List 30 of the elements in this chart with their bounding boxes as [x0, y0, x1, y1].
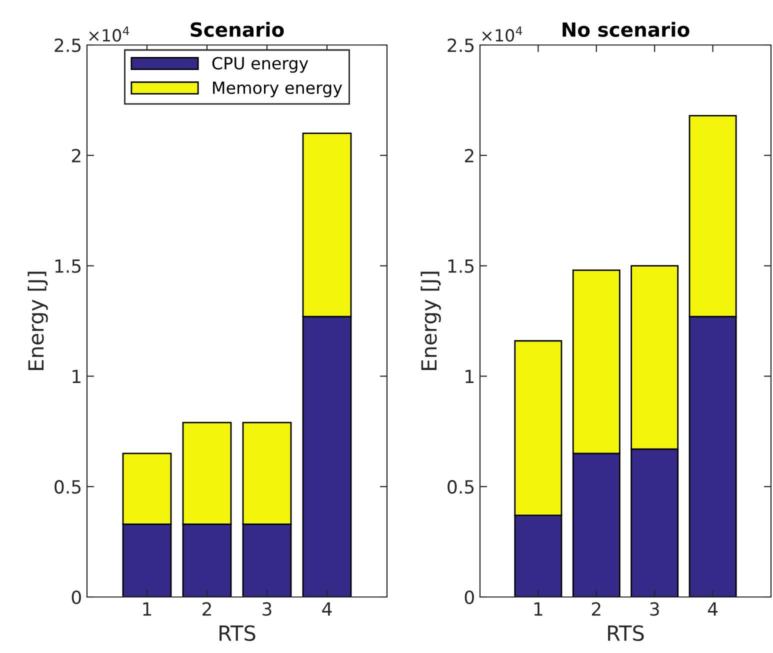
y-tick-label: 1	[72, 370, 80, 384]
x-axis-title: RTS	[220, 625, 256, 642]
x-tick-label: 1	[534, 602, 542, 616]
x-tick-label: 1	[143, 602, 152, 616]
y-tick-label: 1.5	[55, 259, 81, 273]
y-tick-label: 0.5	[54, 480, 81, 494]
y-tick-label: 2	[464, 148, 474, 162]
y-tick-label: 1	[466, 370, 474, 384]
x-tick-label: 3	[650, 602, 659, 616]
y-axis-title: Energy [J]	[420, 272, 441, 370]
chart-title: Scenario	[190, 22, 284, 37]
text: ×10$^{4}$	[89, 26, 130, 42]
x-axis-title: RTS	[608, 625, 644, 642]
text: ×10$^{4}$	[482, 26, 522, 42]
chart-title: No scenario	[562, 22, 690, 37]
y-tick-label: 2	[72, 148, 80, 162]
y-tick-label: 2.5	[54, 38, 81, 52]
y-tick-label: 0	[464, 590, 474, 604]
x-tick-label: 4	[708, 602, 718, 616]
y-tick-label: 2.5	[448, 38, 474, 52]
legend-label: CPU energy	[212, 56, 308, 73]
x-tick-label: 4	[322, 602, 332, 616]
legend-label: Memory energy	[213, 82, 342, 98]
y-tick-label: 1.5	[448, 259, 474, 273]
y-tick-label: 0	[72, 590, 81, 604]
y-axis-title: Energy [J]	[28, 272, 48, 370]
x-tick-label: 2	[592, 602, 600, 616]
x-tick-label: 2	[202, 602, 211, 616]
y-tick-label: 0.5	[448, 480, 474, 494]
x-tick-label: 3	[262, 602, 272, 616]
